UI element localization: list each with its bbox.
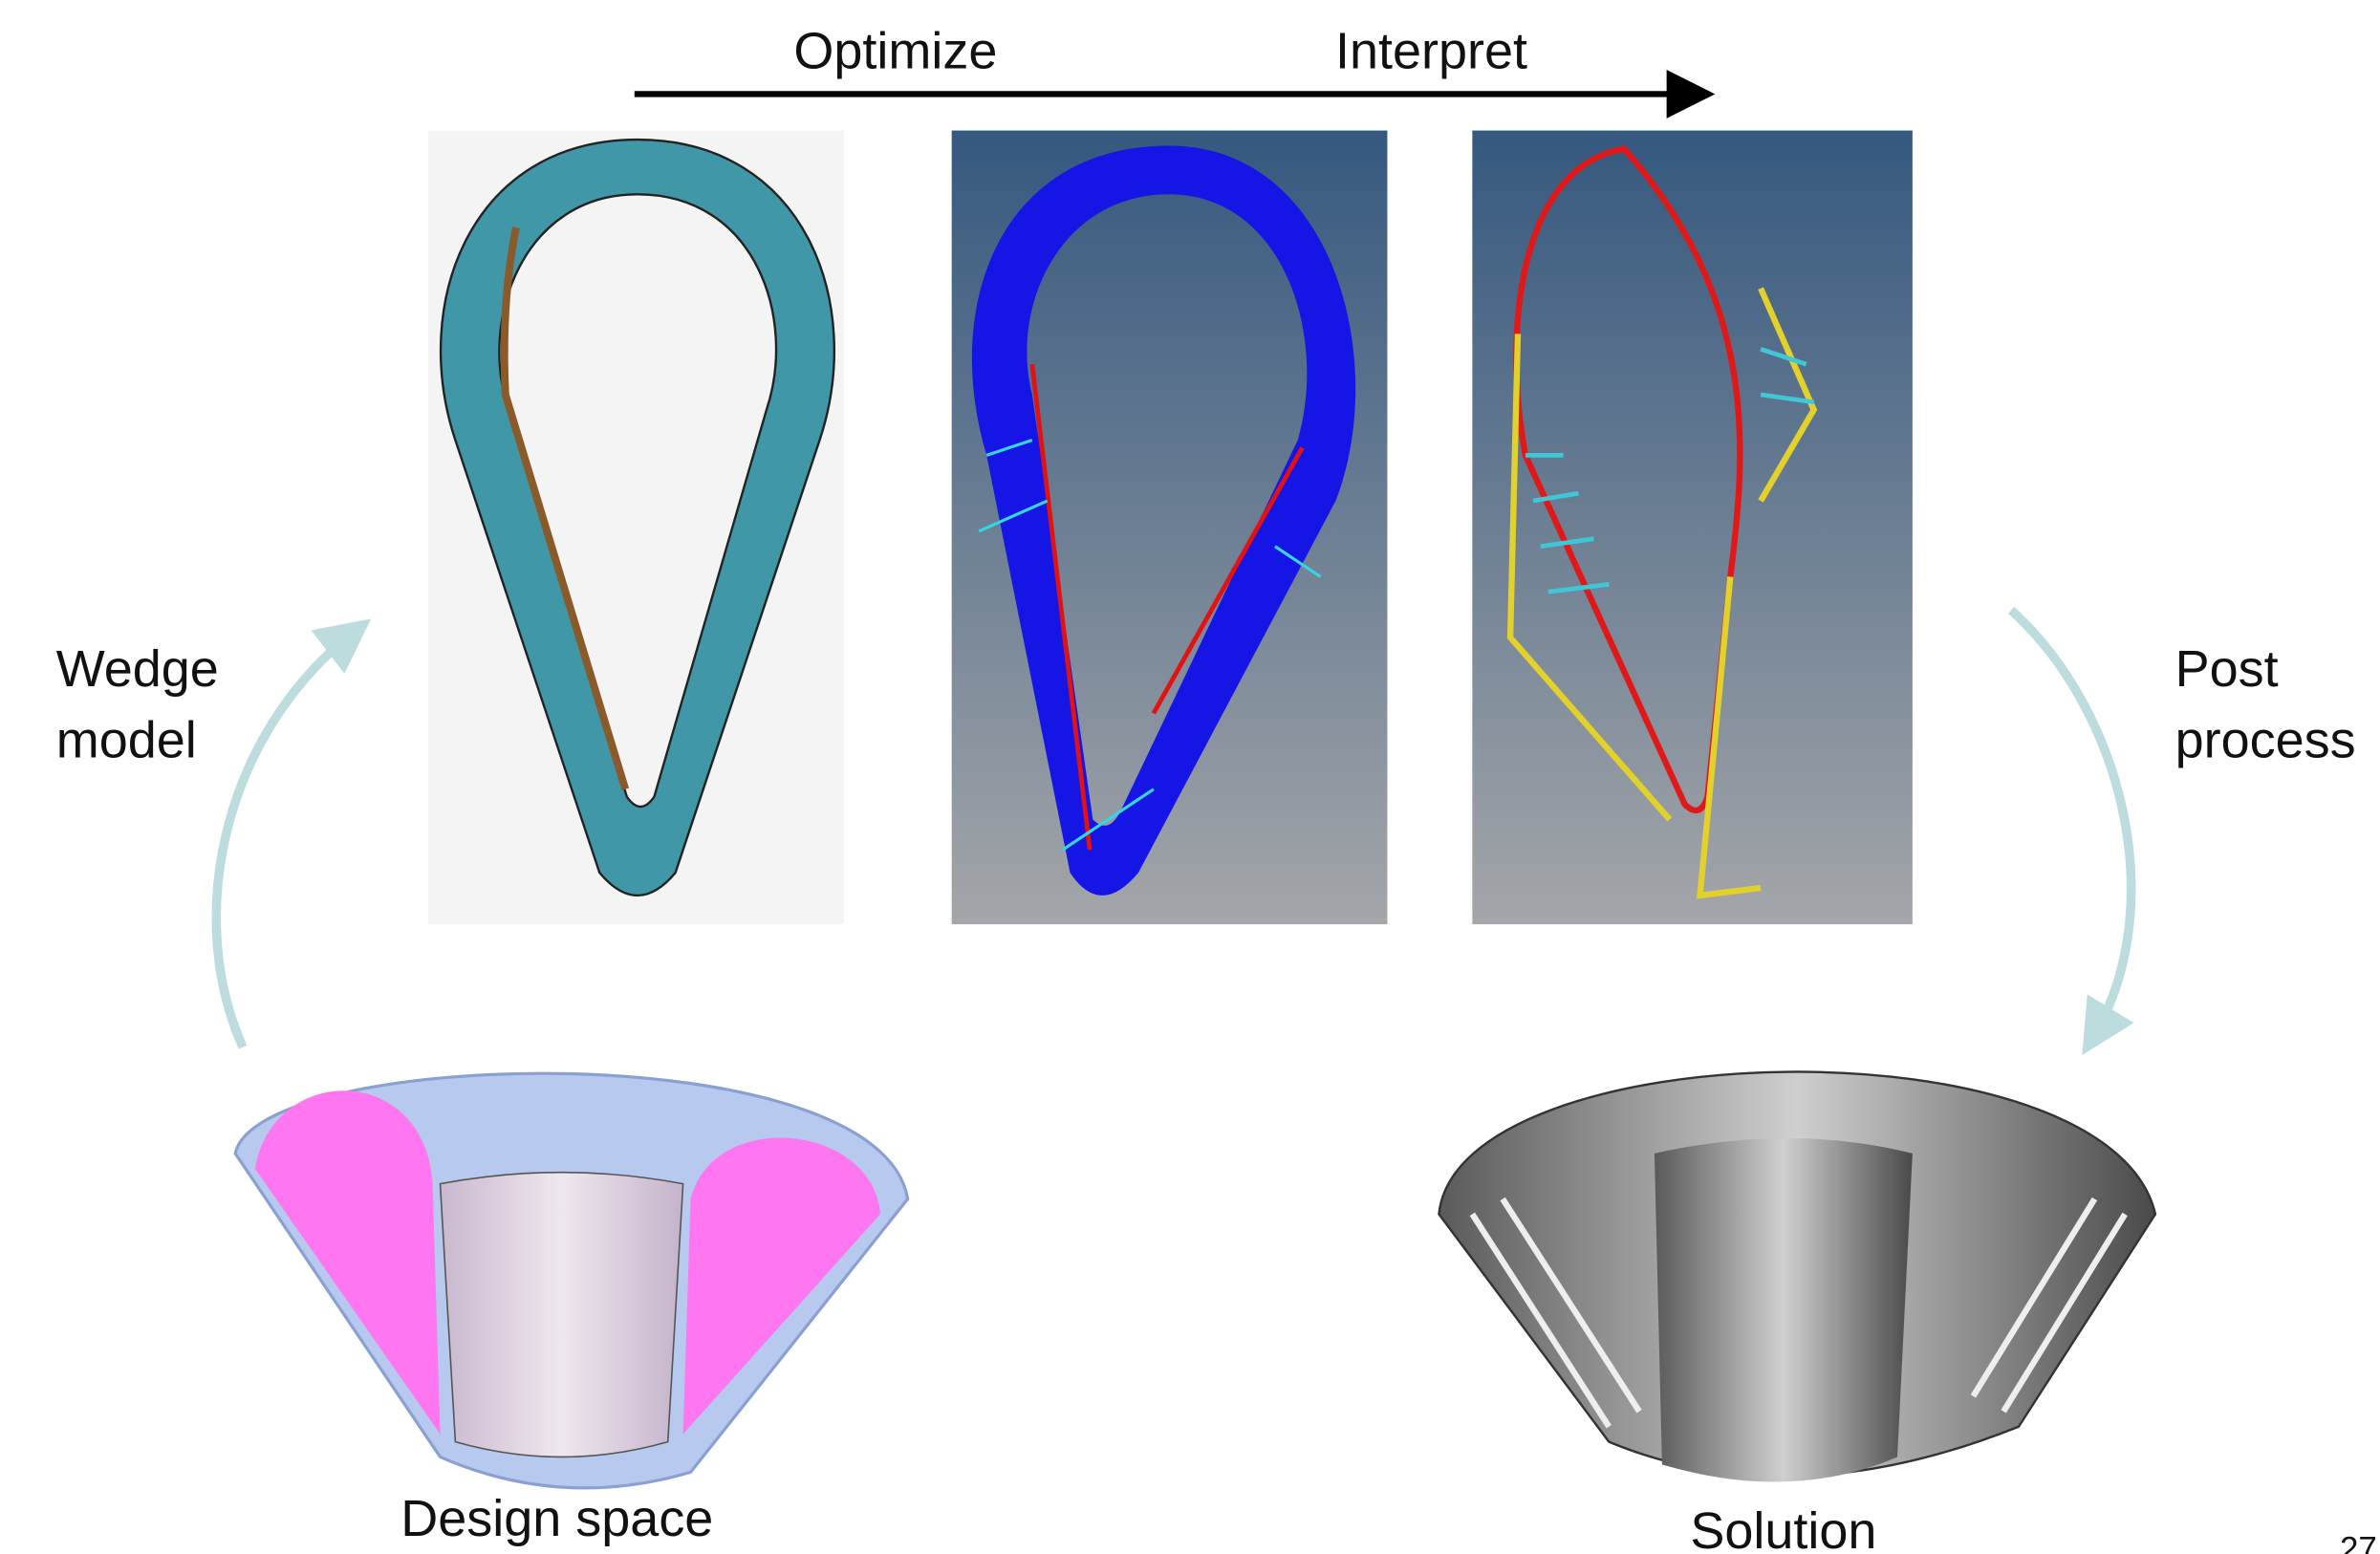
side-label: model <box>56 711 197 768</box>
design-space-lobe <box>683 1138 880 1435</box>
arrow-label: Optimize <box>793 22 997 79</box>
side-label: process <box>2175 711 2356 768</box>
slide: Optimize Interpret Wedge model Post proc… <box>0 0 2380 1554</box>
caption: Solution <box>1690 1502 1876 1554</box>
layout: Optimize Interpret Wedge model Post proc… <box>56 22 2377 1554</box>
design-space-core <box>441 1173 683 1457</box>
side-label: Post <box>2175 640 2279 698</box>
design-space-lobe <box>255 1090 441 1434</box>
solution-core <box>1655 1138 1913 1481</box>
cycle-arrow <box>216 630 357 1047</box>
cycle-arrow <box>2011 610 2131 1039</box>
arrow-label: Interpret <box>1335 22 1527 79</box>
caption: Design space <box>400 1490 713 1547</box>
page-number: 27 <box>2340 1530 2377 1554</box>
side-label: Wedge <box>56 640 219 698</box>
